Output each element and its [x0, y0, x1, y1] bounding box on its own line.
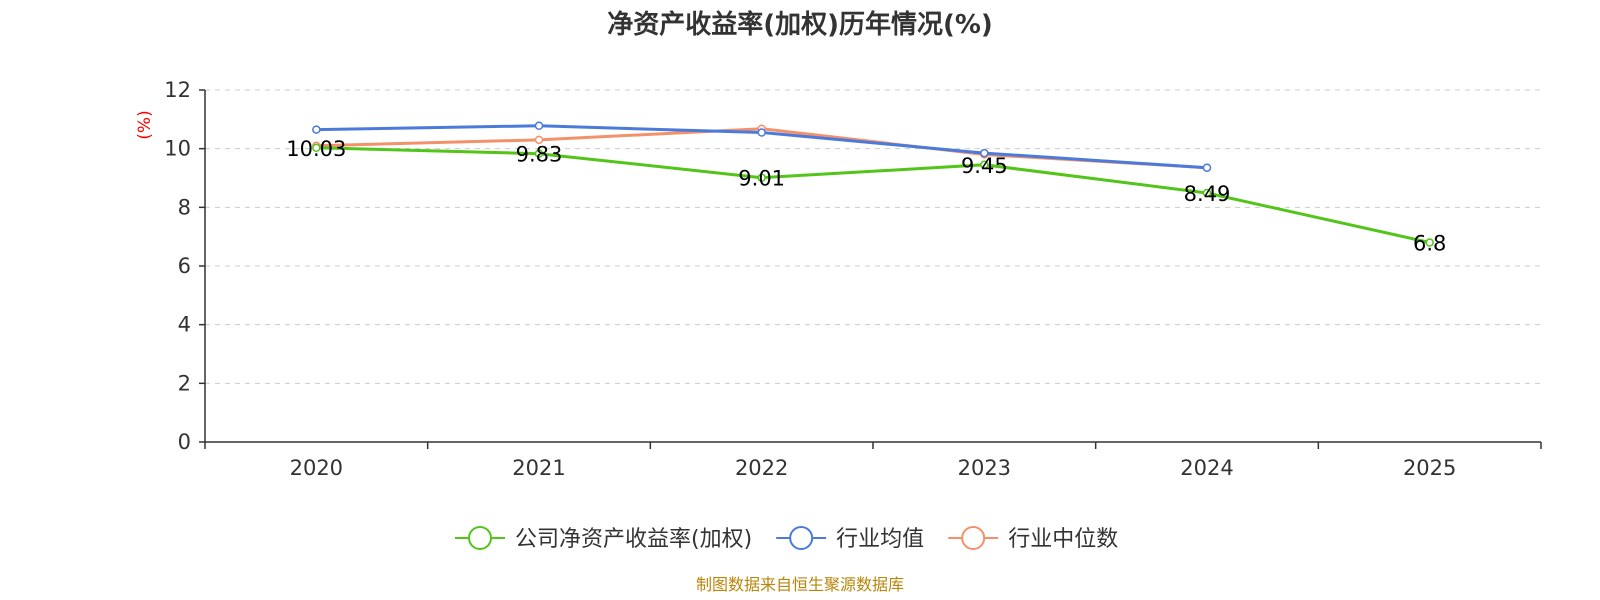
legend-swatch-marker-2	[961, 526, 986, 550]
axes: 0 2 4 6 8 10 12 2020 2021 2022 2023 2024 2025	[164, 78, 1542, 480]
x-tick-label-2025: 2025	[1403, 456, 1456, 480]
data-point-0-5[interactable]	[1425, 238, 1434, 247]
legend-label-0: 公司净资产收益率(加权)	[515, 527, 752, 552]
data-label-2025: 6.8	[1413, 232, 1446, 256]
data-label-2021: 9.83	[516, 143, 563, 167]
x-tick-label-2021: 2021	[512, 456, 565, 480]
y-tick-label-4: 4	[178, 313, 191, 337]
legend-item-0[interactable]: 公司净资产收益率(加权)	[455, 526, 752, 552]
data-label-2024: 8.49	[1184, 182, 1231, 206]
source-note: 制图数据来自恒生聚源数据库	[696, 575, 904, 594]
series-line-0	[316, 146, 1431, 244]
y-tick-label-6: 6	[178, 254, 191, 278]
y-tick-label-12: 12	[164, 78, 191, 102]
legend[interactable]: 公司净资产收益率(加权) 行业均值 行业中位数	[455, 526, 1118, 552]
data-label-2020: 10.03	[286, 137, 346, 161]
data-labels: 10.03 9.83 9.01 9.45 8.49 6.8	[286, 137, 1446, 256]
x-tick-label-2023: 2023	[958, 456, 1011, 480]
y-tick-label-0: 0	[178, 430, 191, 454]
x-tick-label-2020: 2020	[290, 456, 343, 480]
legend-item-2[interactable]: 行业中位数	[948, 526, 1118, 552]
y-axis-unit-label: (%)	[135, 110, 155, 139]
data-point-1-0[interactable]	[312, 125, 321, 134]
series-lines	[312, 121, 1434, 247]
data-point-1-4[interactable]	[1202, 163, 1212, 172]
data-point-0-0[interactable]	[312, 143, 321, 153]
y-tick-label-10: 10	[164, 137, 191, 161]
data-point-1-2[interactable]	[757, 128, 766, 137]
x-tick-label-2024: 2024	[1180, 456, 1233, 480]
data-point-0-2[interactable]	[757, 173, 766, 182]
data-point-2-1[interactable]	[534, 135, 544, 145]
data-label-2023: 9.45	[961, 154, 1008, 178]
legend-item-1[interactable]: 行业均值	[776, 526, 924, 552]
x-tick-label-2022: 2022	[735, 456, 788, 480]
data-point-0-1[interactable]	[534, 149, 544, 158]
data-point-1-3[interactable]	[980, 148, 989, 158]
data-label-2022: 9.01	[738, 167, 785, 191]
y-tick-label-2: 2	[178, 371, 191, 395]
grid-lines	[205, 89, 1541, 384]
legend-label-1: 行业均值	[836, 527, 924, 552]
y-tick-label-8: 8	[178, 195, 191, 219]
legend-label-2: 行业中位数	[1008, 527, 1118, 552]
legend-swatch-marker-1	[789, 526, 814, 550]
data-point-0-3[interactable]	[980, 160, 989, 170]
legend-swatch-marker-0	[468, 526, 492, 550]
data-point-1-1[interactable]	[534, 121, 544, 131]
chart-title: 净资产收益率(加权)历年情况(%)	[607, 9, 993, 40]
data-point-0-4[interactable]	[1202, 188, 1212, 198]
